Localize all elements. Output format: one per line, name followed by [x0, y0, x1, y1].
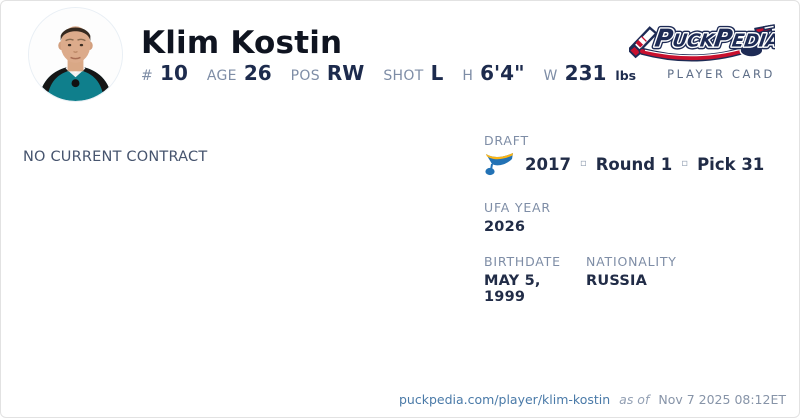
nationality-block: NATIONALITY RUSSIA [586, 254, 677, 305]
stat-age-label: AGE [206, 68, 237, 84]
stat-age: AGE 26 [207, 61, 272, 85]
player-stats-row: # 10 AGE 26 POS RW SHOT L H 6'4" W 231 l… [141, 61, 636, 85]
stat-number-label: # [141, 68, 154, 84]
stat-height: H 6'4" [462, 61, 524, 85]
puck-icon [739, 43, 764, 58]
player-page-link[interactable]: puckpedia.com/player/klim-kostin [398, 392, 611, 407]
footer: puckpedia.com/player/klim-kostin as of N… [399, 392, 786, 407]
avatar [28, 7, 123, 102]
draft-round: Round 1 [595, 155, 673, 174]
stat-height-label: H [462, 68, 474, 84]
timestamp: Nov 7 2025 08:12ET [658, 392, 786, 407]
birthdate-block: BIRTHDATE MAY 5, 1999 [484, 254, 586, 305]
stat-height-value: 6'4" [480, 61, 525, 85]
stat-weight-label: W [543, 68, 558, 84]
st-louis-blues-logo-icon [485, 153, 513, 176]
stat-weight-unit: lbs [615, 68, 637, 83]
player-name: Klim Kostin [141, 25, 343, 61]
ufa-year-value: 2026 [484, 219, 526, 235]
stat-weight-value: 231 [564, 61, 607, 85]
stat-position: POS RW [291, 61, 365, 85]
birthdate-label: BIRTHDATE [484, 254, 561, 269]
birthdate-value: MAY 5, 1999 [484, 273, 541, 305]
stat-position-value: RW [326, 61, 365, 85]
draft-label: DRAFT [484, 133, 529, 148]
as-of-label: as of [619, 392, 650, 407]
separator-icon: ▫ [681, 158, 689, 169]
logo-tail-dashes [754, 24, 775, 35]
puckpedia-logo: PUCKPEDIA PUCKPEDIA PUCKPEDIA [629, 21, 775, 62]
stat-shot: SHOT L [383, 61, 443, 85]
draft-section: DRAFT 2017 ▫ Round 1 ▫ Pick 31 [484, 133, 764, 176]
player-card-subtitle: PLAYER CARD [667, 67, 775, 81]
stat-shot-label: SHOT [383, 68, 424, 84]
bio-section: BIRTHDATE MAY 5, 1999 NATIONALITY RUSSIA [484, 254, 677, 305]
stat-position-label: POS [290, 68, 320, 84]
stat-number: # 10 [141, 61, 188, 85]
brand-block: PUCKPEDIA PUCKPEDIA PUCKPEDIA PLAYER CAR… [615, 15, 775, 81]
draft-year: 2017 [525, 155, 571, 174]
ufa-year-label: UFA YEAR [484, 200, 551, 215]
stat-number-value: 10 [160, 61, 188, 85]
separator-icon: ▫ [579, 158, 587, 169]
logo-wordmark: PUCKPEDIA [653, 24, 775, 53]
stat-shot-value: L [430, 61, 444, 85]
stat-age-value: 26 [243, 61, 272, 85]
stat-weight: W 231 lbs [544, 61, 637, 85]
ufa-year-section: UFA YEAR 2026 [484, 200, 551, 235]
nationality-value: RUSSIA [586, 273, 647, 289]
player-headshot-image [29, 8, 122, 101]
contract-status: NO CURRENT CONTRACT [23, 149, 208, 165]
nationality-label: NATIONALITY [586, 254, 677, 269]
draft-values: 2017 ▫ Round 1 ▫ Pick 31 [525, 155, 764, 174]
draft-pick: Pick 31 [697, 155, 765, 174]
